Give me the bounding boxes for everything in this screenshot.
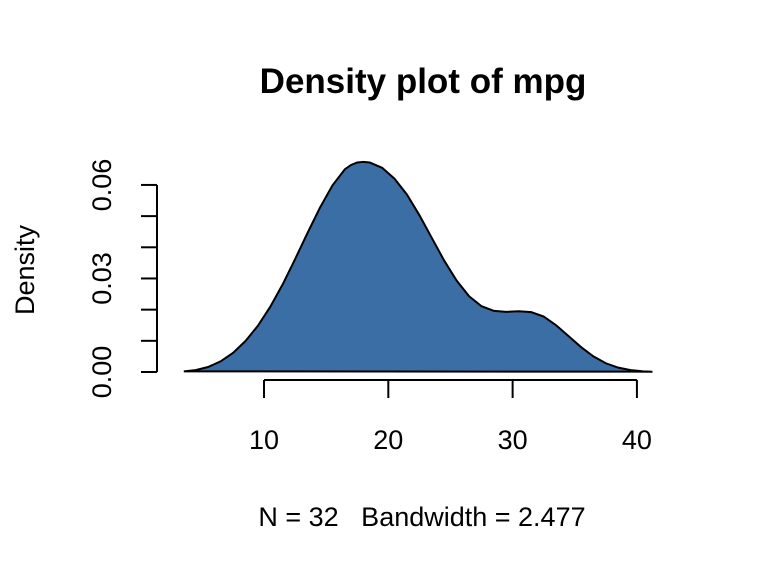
y-tick-label: 0.00 bbox=[87, 346, 117, 399]
x-tick-label: 20 bbox=[373, 425, 403, 455]
x-tick-label: 10 bbox=[249, 425, 279, 455]
density-area bbox=[183, 160, 653, 373]
x-tick-label: 40 bbox=[622, 425, 652, 455]
y-tick-label: 0.06 bbox=[87, 159, 117, 212]
y-axis: 0.00 0.03 0.06 bbox=[87, 159, 158, 399]
x-tick-label: 30 bbox=[498, 425, 528, 455]
chart-title: Density plot of mpg bbox=[260, 62, 587, 101]
y-tick-label: 0.03 bbox=[87, 252, 117, 305]
y-axis-label: Density bbox=[10, 224, 40, 315]
x-axis-label: N = 32 Bandwidth = 2.477 bbox=[258, 502, 585, 532]
plot-area bbox=[183, 160, 653, 373]
x-axis: 10 20 30 40 bbox=[249, 379, 652, 455]
